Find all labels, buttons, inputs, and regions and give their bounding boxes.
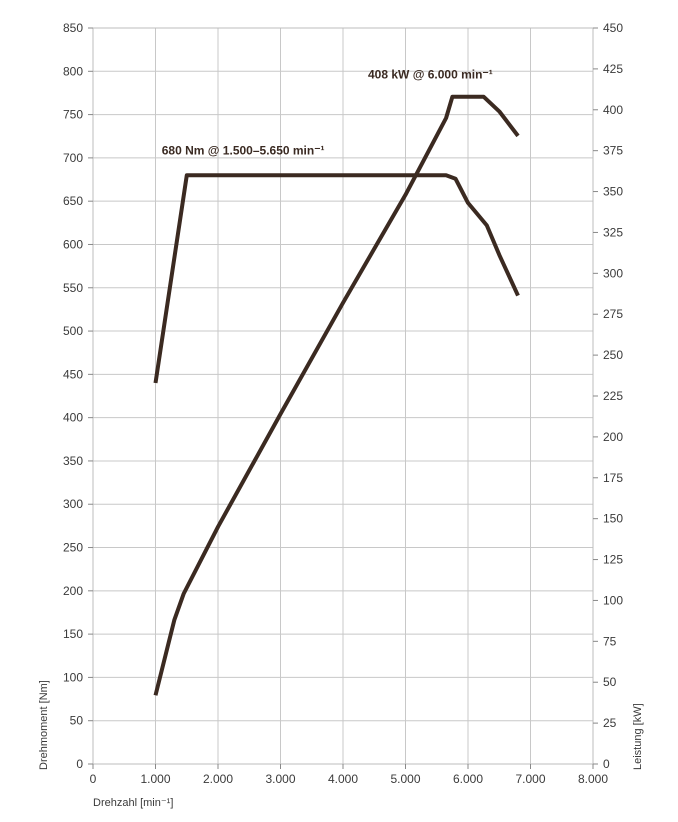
right-tick-label: 25 bbox=[603, 716, 617, 730]
x-axis-ticks: 0 1.000 2.000 3.000 4.000 5.000 6.000 7.000 8.00… bbox=[90, 764, 608, 786]
series-group bbox=[153, 94, 520, 696]
x-tick-label: 7.000 bbox=[515, 772, 545, 786]
right-tick-label: 125 bbox=[603, 553, 623, 567]
left-tick-label: 500 bbox=[63, 324, 83, 338]
right-axis-title: Leistung [kW] bbox=[632, 703, 644, 770]
right-tick-label: 300 bbox=[603, 266, 623, 280]
right-tick-label: 400 bbox=[603, 103, 623, 117]
left-tick-label: 100 bbox=[63, 670, 83, 684]
right-tick-label: 325 bbox=[603, 225, 623, 239]
power-curve bbox=[153, 94, 520, 696]
left-tick-label: 150 bbox=[63, 627, 83, 641]
annotation-label: 408 kW @ 6.000 min⁻¹ bbox=[368, 68, 493, 82]
x-tick-label: 8.000 bbox=[578, 772, 608, 786]
left-tick-label: 300 bbox=[63, 497, 83, 511]
left-tick-label: 350 bbox=[63, 454, 83, 468]
left-tick-label: 0 bbox=[76, 757, 83, 771]
right-tick-label: 350 bbox=[603, 185, 623, 199]
x-tick-label: 6.000 bbox=[453, 772, 483, 786]
x-tick-label: 2.000 bbox=[203, 772, 233, 786]
right-tick-label: 175 bbox=[603, 471, 623, 485]
x-tick-label: 1.000 bbox=[140, 772, 170, 786]
x-tick-label: 4.000 bbox=[328, 772, 358, 786]
left-tick-label: 450 bbox=[63, 367, 83, 381]
annotation-label: 680 Nm @ 1.500–5.650 min⁻¹ bbox=[162, 143, 325, 157]
right-tick-label: 225 bbox=[603, 389, 623, 403]
x-tick-label: 3.000 bbox=[265, 772, 295, 786]
left-axis-ticks: 0 50 100 150 200 250 300 350 400 450 500 550 600 650 7… bbox=[63, 21, 93, 771]
right-tick-label: 275 bbox=[603, 307, 623, 321]
left-tick-label: 600 bbox=[63, 237, 83, 251]
left-tick-label: 750 bbox=[63, 108, 83, 122]
left-tick-label: 250 bbox=[63, 541, 83, 555]
right-tick-label: 75 bbox=[603, 634, 617, 648]
right-axis-ticks: 0 25 50 75 100 125 150 175 200 225 250 275 300 325 350… bbox=[593, 21, 623, 771]
left-tick-label: 800 bbox=[63, 64, 83, 78]
right-tick-label: 100 bbox=[603, 593, 623, 607]
annotations: 408 kW @ 6.000 min⁻¹ 680 Nm @ 1.500–5.650… bbox=[162, 68, 493, 158]
left-tick-label: 650 bbox=[63, 194, 83, 208]
right-tick-label: 425 bbox=[603, 62, 623, 76]
left-tick-label: 550 bbox=[63, 281, 83, 295]
right-tick-label: 150 bbox=[603, 512, 623, 526]
right-tick-label: 450 bbox=[603, 21, 623, 35]
left-tick-label: 200 bbox=[63, 584, 83, 598]
left-tick-label: 850 bbox=[63, 21, 83, 35]
right-tick-label: 375 bbox=[603, 144, 623, 158]
x-tick-label: 5.000 bbox=[390, 772, 420, 786]
grid bbox=[93, 28, 593, 764]
left-tick-label: 700 bbox=[63, 151, 83, 165]
right-tick-label: 200 bbox=[603, 430, 623, 444]
left-tick-label: 400 bbox=[63, 411, 83, 425]
left-axis-title: Drehmoment [Nm] bbox=[38, 680, 50, 770]
x-tick-label: 0 bbox=[90, 772, 97, 786]
right-tick-label: 250 bbox=[603, 348, 623, 362]
torque-curve bbox=[153, 173, 520, 384]
x-axis-title: Drehzahl [min⁻¹] bbox=[93, 797, 173, 809]
right-tick-label: 50 bbox=[603, 675, 617, 689]
right-tick-label: 0 bbox=[603, 757, 610, 771]
left-tick-label: 50 bbox=[70, 714, 84, 728]
